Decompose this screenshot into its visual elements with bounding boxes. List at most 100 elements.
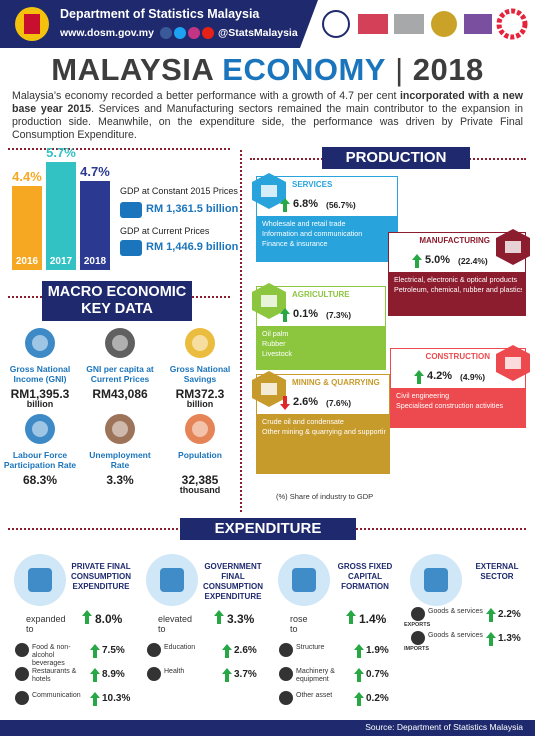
sector-item: Livestock — [262, 350, 292, 358]
title-main: MALAYSIA — [51, 52, 214, 87]
header-bar-edge — [300, 0, 318, 48]
sector-share: (7.6%) — [326, 398, 352, 408]
arrow-up — [412, 254, 422, 268]
macro-value: 32,385 — [181, 473, 219, 487]
sector-item: Petroleum, chemical, rubber and plastics… — [394, 286, 522, 294]
macro-value: RM43,086 — [92, 387, 148, 401]
arrow-up — [82, 610, 92, 624]
macro-icon — [182, 326, 218, 360]
website: www.dosm.gov.my — [60, 27, 154, 39]
macro-unit: billion — [186, 399, 214, 409]
bar — [12, 186, 42, 270]
item-label: Structure — [296, 644, 325, 651]
item-icon — [278, 642, 294, 658]
year-label: 2016 — [15, 256, 39, 267]
item-value: 3.7% — [234, 669, 257, 680]
sector-icon — [494, 344, 532, 382]
item-value: 0.2% — [366, 693, 389, 704]
item-label: Restaurants & hotels — [32, 668, 77, 683]
arrow-up — [90, 692, 100, 706]
item-icon — [278, 666, 294, 682]
expenditure-col-title: GOVERNMENT FINAL CONSUMPTION EXPENDITURE — [203, 562, 263, 601]
expenditure-icon — [274, 552, 334, 608]
sector-item: Finance & insurance — [262, 240, 328, 248]
macro-icon — [102, 326, 138, 360]
item-icon — [410, 630, 426, 646]
page-title: MALAYSIA ECONOMY | 2018 — [51, 52, 484, 87]
value-label: 5.7% — [46, 144, 76, 160]
macro-label: Gross National Income (GNI) — [9, 364, 71, 384]
macro-icon — [22, 326, 58, 360]
item-value: 2.6% — [234, 645, 257, 656]
sector-growth: 0.1% — [293, 308, 319, 320]
sector-body — [388, 272, 526, 316]
footer-source: Source: Department of Statistics Malaysi… — [365, 722, 523, 732]
partner-logos — [322, 8, 528, 40]
arrow-down — [280, 396, 290, 410]
sector-item: Information and communication — [262, 230, 363, 238]
macro-value: 3.3% — [106, 473, 134, 487]
gdp-icon — [120, 240, 142, 256]
sector-item: Rubber — [262, 340, 286, 348]
macro-value: RM1,395.3 — [10, 387, 70, 401]
sector-icon — [494, 228, 532, 266]
gdp-label: GDP at Current Prices — [120, 226, 210, 236]
item-label: Food & non-alcohol beverages — [32, 644, 71, 667]
macro-label: Labour Force Participation Rate — [3, 450, 77, 470]
intro-part: Malaysia’s economy recorded a better per… — [12, 90, 400, 102]
year-label: 2018 — [83, 256, 107, 267]
bar — [46, 161, 76, 270]
item-label: Goods & services — [428, 608, 483, 615]
org-name: Department of Statistics Malaysia — [60, 7, 260, 21]
macro-icon — [182, 412, 218, 446]
intro-part: . Services and Manufacturing sectors rem… — [12, 103, 523, 141]
item-icon — [146, 642, 162, 658]
sector-item: Civil engineering — [396, 392, 450, 400]
macro-label: Gross National Savings — [169, 364, 231, 384]
expenditure-icon — [142, 552, 202, 608]
expenditure-value: 3.3% — [227, 612, 255, 626]
arrow-up — [280, 198, 290, 212]
value-label: 4.4% — [12, 169, 42, 185]
item-value: 1.9% — [366, 645, 389, 656]
social-handle: @StatsMalaysia — [218, 27, 298, 39]
sector-share: (56.7%) — [326, 200, 356, 210]
sector-name: AGRICULTURE — [292, 290, 350, 299]
item-value: 7.5% — [102, 645, 125, 656]
sector-body — [256, 216, 398, 262]
item-tag: IMPORTS — [404, 646, 430, 652]
sector-item: Electrical, electronic & optical product… — [394, 276, 518, 284]
sector-growth: 2.6% — [293, 396, 319, 408]
item-icon — [278, 690, 294, 706]
item-tag: EXPORTS — [404, 622, 431, 628]
intro-part: incorporated with a new base year 2015 — [12, 90, 523, 115]
sector-share: (4.9%) — [460, 372, 486, 382]
arrow-up — [90, 644, 100, 658]
sector-icon — [250, 172, 288, 210]
macro-title: MACRO ECONOMIC KEY DATA — [42, 281, 192, 321]
arrow-up — [214, 610, 224, 624]
arrow-up — [90, 668, 100, 682]
sector-body — [390, 388, 526, 428]
arrow-up — [486, 632, 496, 646]
crest — [15, 7, 49, 41]
item-icon — [410, 606, 426, 622]
arrow-up — [346, 610, 356, 624]
expenditure-value: 1.4% — [359, 612, 387, 626]
item-label: Goods & services — [428, 632, 483, 639]
expenditure-col-title: PRIVATE FINAL CONSUMPTION EXPENDITURE — [71, 562, 131, 591]
item-label: Other asset — [296, 692, 333, 699]
item-label: Health — [164, 668, 185, 675]
item-value: 0.7% — [366, 669, 389, 680]
sector-share: (7.3%) — [326, 310, 352, 320]
sector-item: Other mining & quarrying and supporting … — [262, 428, 386, 436]
separator — [8, 148, 230, 150]
separator — [240, 150, 242, 512]
sector-name: CONSTRUCTION — [425, 352, 490, 361]
sector-item: Crude oil and condensate — [262, 418, 344, 426]
expenditure-lead: rose to — [290, 614, 308, 634]
arrow-up — [222, 644, 232, 658]
year-label: 2017 — [49, 256, 73, 267]
title-accent: ECONOMY — [222, 52, 386, 87]
arrow-up — [414, 370, 424, 384]
